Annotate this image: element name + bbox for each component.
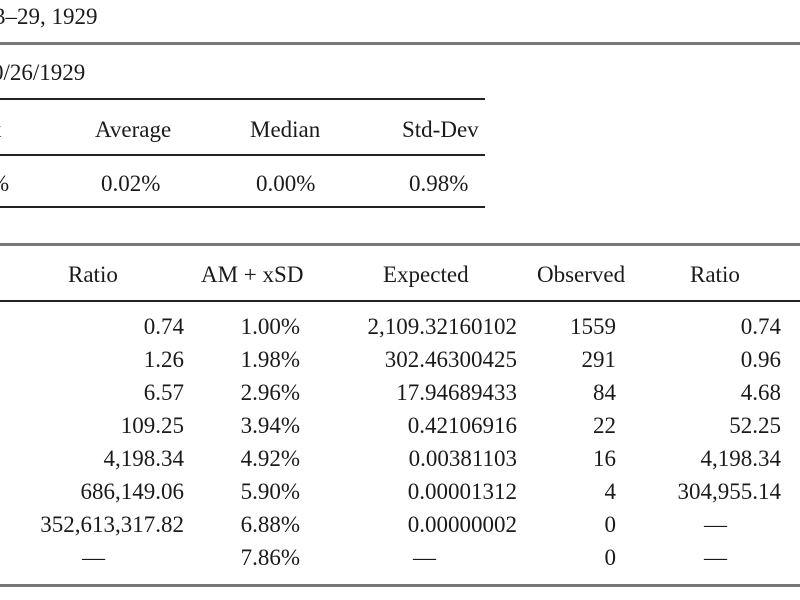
- main-header-observed: Observed: [537, 262, 626, 287]
- main-header-am-xsd: AM + xSD: [201, 262, 304, 287]
- stats-bottom-rule: [0, 206, 485, 208]
- stats-header-x: x: [0, 117, 2, 143]
- row-2-ratio-right: 0.96: [740, 347, 781, 372]
- main-header-ratio-left: Ratio: [68, 262, 118, 287]
- row-2-am-xsd: 1.98%: [240, 347, 300, 372]
- row-4-am-xsd: 3.94%: [240, 413, 300, 438]
- row-2-ratio-left: 1.26: [143, 347, 184, 372]
- row-5-am-xsd: 4.92%: [240, 446, 300, 471]
- stats-value-stddev: 0.98%: [409, 171, 469, 196]
- row-7-ratio-left: 352,613,317.82: [40, 512, 184, 537]
- row-7-ratio-right: —: [704, 512, 727, 537]
- row-6-observed: 4: [604, 479, 617, 504]
- row-8-ratio-right: —: [704, 545, 727, 570]
- row-3-expected: 17.94689433: [396, 380, 517, 405]
- stats-value-x: %: [0, 171, 9, 197]
- main-header-ratio-right: Ratio: [690, 262, 740, 287]
- row-8-observed: 0: [604, 545, 617, 570]
- stats-header-stddev: Std-Dev: [402, 117, 479, 142]
- row-1-am-xsd: 1.00%: [240, 314, 300, 339]
- row-6-ratio-left: 686,149.06: [80, 479, 185, 504]
- stats-date-label: 0/26/1929: [0, 60, 86, 85]
- row-5-ratio-right: 4,198.34: [700, 446, 782, 471]
- row-7-am-xsd: 6.88%: [240, 512, 300, 537]
- stats-value-average: 0.02%: [101, 171, 161, 196]
- row-7-expected: 0.00000002: [407, 512, 517, 537]
- row-1-ratio-left: 0.74: [143, 314, 184, 339]
- main-header-expected: Expected: [383, 262, 469, 287]
- row-3-am-xsd: 2.96%: [240, 380, 300, 405]
- stats-header-top-rule: [0, 98, 485, 100]
- row-3-observed: 84: [593, 380, 616, 405]
- row-2-observed: 291: [581, 347, 617, 372]
- row-1-expected: 2,109.32160102: [367, 314, 518, 339]
- row-4-expected: 0.42106916: [407, 413, 517, 438]
- row-8-expected: —: [413, 545, 436, 570]
- row-8-am-xsd: 7.86%: [240, 545, 300, 570]
- date-range-title: 3–29, 1929: [0, 4, 98, 29]
- row-1-ratio-right: 0.74: [740, 314, 781, 339]
- main-header-bottom-rule: [0, 300, 800, 302]
- row-1-observed: 1559: [570, 314, 616, 339]
- row-3-ratio-left: 6.57: [143, 380, 184, 405]
- row-8-ratio-left: —: [82, 545, 105, 570]
- row-2-expected: 302.46300425: [384, 347, 517, 372]
- row-5-ratio-left: 4,198.34: [103, 446, 185, 471]
- row-6-expected: 0.00001312: [407, 479, 517, 504]
- row-5-expected: 0.00381103: [408, 446, 517, 471]
- main-table-top-rule: [0, 243, 800, 246]
- row-4-ratio-left: 109.25: [120, 413, 184, 438]
- main-table-bottom-rule: [0, 584, 800, 587]
- row-6-ratio-right: 304,955.14: [677, 479, 782, 504]
- top-rule: [0, 42, 800, 45]
- stats-header-average: Average: [95, 117, 172, 142]
- row-4-observed: 22: [593, 413, 616, 438]
- row-5-observed: 16: [593, 446, 616, 471]
- row-6-am-xsd: 5.90%: [240, 479, 300, 504]
- row-7-observed: 0: [604, 512, 617, 537]
- stats-header-bottom-rule: [0, 154, 485, 156]
- stats-value-median: 0.00%: [256, 171, 316, 196]
- stats-header-median: Median: [250, 117, 321, 142]
- row-3-ratio-right: 4.68: [740, 380, 781, 405]
- row-4-ratio-right: 52.25: [729, 413, 781, 438]
